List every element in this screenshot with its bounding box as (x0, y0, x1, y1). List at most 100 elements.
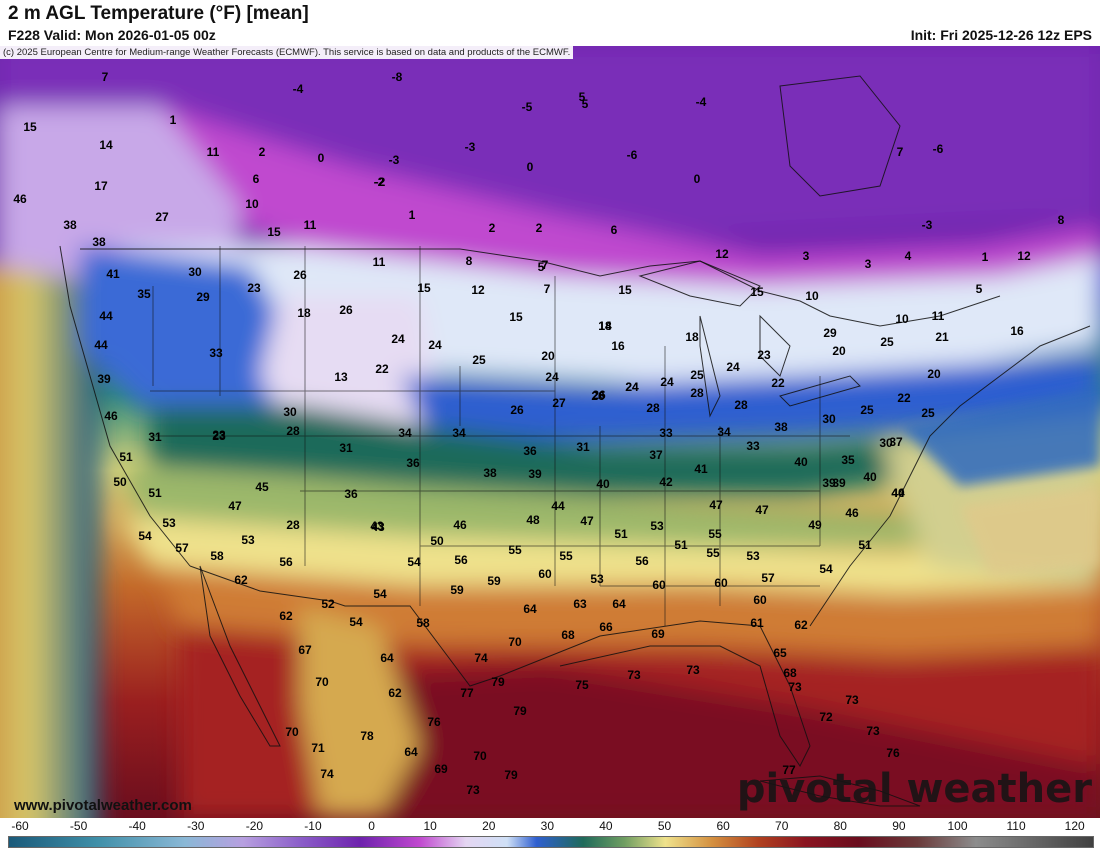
temperature-value-label: 12 (471, 283, 485, 297)
colorbar-tick-label: 80 (833, 819, 847, 833)
website-label[interactable]: www.pivotalweather.com (14, 797, 192, 814)
temperature-value-label: 64 (404, 745, 418, 759)
temperature-value-label: 64 (523, 602, 537, 616)
temperature-value-label: 43 (371, 520, 385, 534)
temperature-value-label: 35 (137, 287, 151, 301)
temperature-value-label: 49 (808, 518, 822, 532)
temperature-value-label: -5 (522, 100, 533, 114)
colorbar-tick-label: 110 (1006, 819, 1026, 833)
temperature-value-label: 66 (599, 620, 613, 634)
colorbar-tick-label: 90 (892, 819, 906, 833)
temperature-value-label: 3 (865, 257, 872, 271)
colorbar-ticks: -60 -50 -40 -30 -20 -10 0 10 20 30 40 50 60 70 80 90 100… (0, 819, 1100, 835)
temperature-value-label: -3 (389, 153, 400, 167)
lake-huron (759, 314, 791, 377)
temperature-value-label: 38 (63, 218, 77, 232)
temperature-value-label: 54 (349, 615, 363, 629)
temperature-value-label: 56 (454, 553, 468, 567)
temperature-value-label: 73 (686, 663, 700, 677)
temperature-value-label: 46 (453, 518, 467, 532)
colorbar-tick-label: -40 (128, 819, 146, 833)
west-coast (59, 245, 191, 567)
lake-michigan (699, 315, 721, 418)
temperature-value-label: 44 (891, 486, 905, 500)
colorbar-tick-label: 10 (423, 819, 437, 833)
temperature-value-label: 24 (726, 360, 740, 374)
temperature-value-label: 13 (334, 370, 348, 384)
lake-erie (779, 375, 861, 407)
colorbar-tick-label: 30 (540, 819, 555, 833)
temperature-value-label: 31 (339, 441, 353, 455)
temperature-value-label: 53 (590, 572, 604, 586)
temperature-value-label: 47 (755, 503, 769, 517)
temperature-value-label: 58 (210, 549, 224, 563)
temperature-value-label: 79 (513, 704, 527, 718)
temperature-value-label: 0 (318, 151, 325, 165)
colorbar-tick-label: 0 (368, 819, 375, 833)
colorbar-gradient (8, 836, 1094, 848)
temperature-value-label: 46 (13, 192, 27, 206)
temperature-value-label: 30 (283, 405, 297, 419)
temperature-value-label: 24 (391, 332, 405, 346)
temperature-value-label: 67 (298, 643, 312, 657)
temperature-value-label: 58 (416, 616, 430, 630)
temperature-value-label: 74 (320, 767, 334, 781)
temperature-value-label: 70 (285, 725, 299, 739)
temperature-value-label: 76 (427, 715, 441, 729)
hudson-bay (779, 75, 901, 197)
temperature-value-label: 56 (635, 554, 649, 568)
temperature-value-label: 18 (297, 306, 311, 320)
temperature-value-label: 14 (99, 138, 113, 152)
temperature-value-label: 11 (304, 218, 317, 232)
us-canada-border (80, 248, 1001, 327)
temperature-value-label: 5 (579, 90, 586, 104)
us-mexico-border (189, 565, 501, 687)
temperature-value-label: -4 (293, 82, 304, 96)
temperature-value-label: 21 (935, 330, 949, 344)
temperature-value-label: 62 (388, 686, 402, 700)
temperature-value-label: 39 (822, 476, 836, 490)
temperature-value-label: 2 (259, 145, 266, 159)
temperature-value-label: 55 (559, 549, 573, 563)
temperature-value-label: 70 (315, 675, 329, 689)
boundaries (59, 75, 1091, 807)
temperature-value-label: 46 (845, 506, 859, 520)
temperature-value-label: 55 (508, 543, 522, 557)
temperature-bands (0, 46, 1100, 818)
temperature-value-label: 62 (234, 573, 248, 587)
temperature-value-label: 26 (591, 389, 605, 403)
temperature-map[interactable]: 7 -8 -4 -5 5 -4 15 1 14 11 2 0 -3 -3 0 -2 7 -6 5 -6 17 6 -2 0 46… (0, 46, 1100, 818)
temperature-value-label: 7 (544, 282, 551, 296)
temperature-value-label: 54 (138, 529, 152, 543)
temperature-value-label: 28 (646, 401, 660, 415)
temperature-value-label: 31 (148, 430, 162, 444)
temperature-value-label: 60 (652, 578, 666, 592)
temperature-value-label: 27 (552, 396, 566, 410)
temperature-value-label: -3 (922, 218, 933, 232)
temperature-value-label: 6 (253, 172, 260, 186)
temperature-value-label: 22 (897, 391, 911, 405)
temperature-value-label: 15 (750, 285, 764, 299)
temperature-value-label: 26 (339, 303, 353, 317)
temperature-value-label: 38 (774, 420, 788, 434)
temperature-value-label: 39 (832, 476, 846, 490)
colorbar-tick-label: -60 (11, 819, 29, 833)
temperature-value-label: 23 (757, 348, 771, 362)
temperature-value-label: 11 (932, 309, 945, 323)
temperature-value-label: 7 (897, 145, 904, 159)
temperature-value-label: 20 (832, 344, 846, 358)
temperature-value-label: 38 (483, 466, 497, 480)
temperature-value-label: 40 (863, 470, 877, 484)
temperature-value-label: 38 (92, 235, 106, 249)
temperature-value-label: 77 (460, 686, 474, 700)
temperature-value-label: 52 (321, 597, 335, 611)
temperature-value-label: 15 (417, 281, 431, 295)
temperature-value-label: 73 (866, 724, 880, 738)
value-labels: 7 -8-4-55 -415 114 11 2 0 -3-30-27 -65-617 6 -2 046… (13, 70, 1064, 797)
temperature-value-label: -3 (465, 140, 476, 154)
temperature-value-label: 29 (823, 326, 837, 340)
temperature-value-label: 0 (694, 172, 701, 186)
temperature-value-label: 53 (241, 533, 255, 547)
temperature-value-label: 16 (1010, 324, 1024, 338)
init-time: Init: Fri 2025-12-26 12z EPS (910, 27, 1092, 43)
